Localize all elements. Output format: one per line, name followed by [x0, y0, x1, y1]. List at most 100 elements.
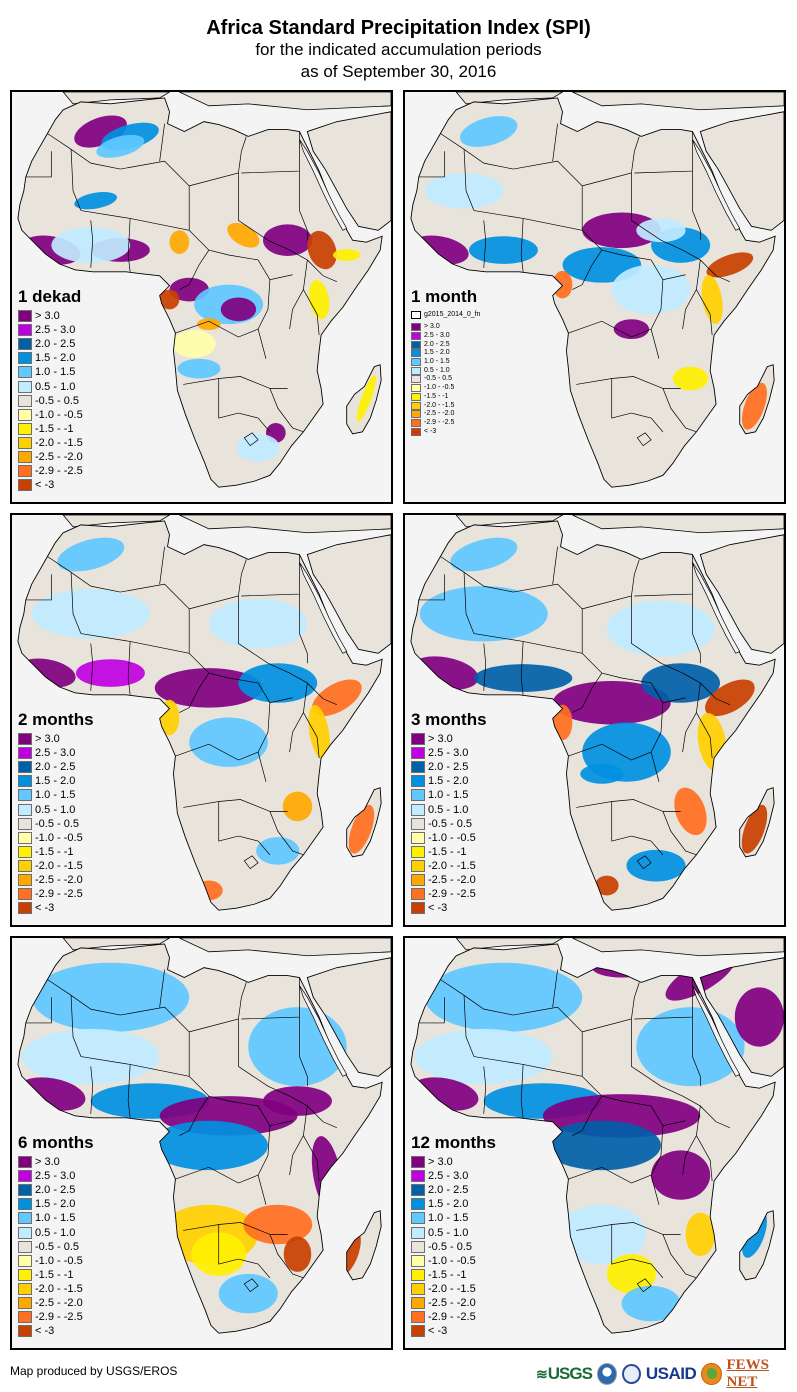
country-border [440, 556, 514, 593]
legend-item: 0.5 - 1.0 [18, 802, 94, 816]
spi-region [218, 1273, 278, 1314]
legend-swatch [18, 1170, 32, 1183]
legend-item: 1.0 - 1.5 [18, 788, 94, 802]
madagascar-coastline [346, 1210, 382, 1281]
legend-item: -0.5 - 0.5 [18, 1240, 94, 1254]
legend-item: 2.0 - 2.5 [411, 760, 487, 774]
legend-item: < -3 [18, 1324, 94, 1338]
legend-label: -0.5 - 0.5 [35, 394, 80, 407]
legend-swatch [18, 1268, 32, 1281]
legend-item: < -3 [411, 1324, 496, 1338]
spi-region [651, 1150, 711, 1200]
country-border [183, 378, 239, 419]
spi-region [580, 763, 624, 784]
country-border [25, 574, 52, 601]
spi-region [263, 224, 313, 256]
spi-region [582, 212, 661, 249]
legend-label: 1.5 - 2.0 [35, 1198, 76, 1211]
country-border [513, 160, 583, 231]
country-border [682, 672, 730, 706]
legend-item: -2.0 - -1.5 [411, 1282, 496, 1296]
legend-item: 2.5 - 3.0 [18, 323, 83, 337]
legend-label: -1.5 - -1 [35, 845, 74, 858]
legend-swatch [411, 831, 425, 844]
legend-label: -2.9 - -2.5 [424, 418, 455, 426]
legend: 12 months > 3.0 2.5 - 3.0 2.0 - 2.5 1.5 - 2.… [411, 1134, 496, 1338]
africa-map [17, 938, 391, 1334]
country-border [552, 969, 558, 1008]
country-border [692, 594, 701, 664]
spi-region [741, 804, 768, 854]
legend-swatch [18, 1226, 32, 1239]
legend-label: < -3 [35, 1325, 55, 1338]
africa-map [17, 515, 391, 911]
legend-swatch [411, 349, 421, 358]
legend-item: -0.5 - 0.5 [18, 394, 83, 408]
legend-label: 1.5 - 2.0 [428, 775, 469, 788]
legend-swatch [18, 902, 32, 915]
country-border [269, 1234, 304, 1279]
africa-map [410, 92, 784, 488]
legend-label: -2.0 - -1.5 [35, 1282, 83, 1295]
legend-swatch [18, 761, 32, 774]
legend-swatch [18, 1156, 32, 1169]
country-border [520, 218, 524, 272]
legend-label: 2.5 - 3.0 [428, 1170, 469, 1183]
spi-region [641, 663, 721, 703]
country-border [269, 811, 304, 856]
legend-label: -0.5 - 0.5 [428, 817, 473, 830]
spi-region [621, 1285, 681, 1322]
legend-item: -0.5 - 0.5 [411, 817, 487, 831]
legend-item: 1.5 - 2.0 [411, 1197, 496, 1211]
legend-label: 0.5 - 1.0 [35, 380, 76, 393]
legend-swatch [411, 392, 421, 401]
country-border [241, 977, 300, 1020]
europe-landmass [62, 515, 391, 534]
spi-region [419, 586, 548, 642]
africa-map [17, 92, 391, 488]
spi-region [282, 791, 313, 822]
legend-swatch [411, 1282, 425, 1295]
country-border [463, 995, 475, 1057]
spi-region [706, 252, 754, 278]
legend-label: 2.0 - 2.5 [424, 340, 450, 348]
legend-item: > 3.0 [18, 1155, 94, 1169]
legend-label: -2.9 - -2.5 [35, 888, 83, 901]
legend-item: 0.5 - 1.0 [18, 1225, 94, 1239]
spi-region [473, 664, 573, 692]
country-border [243, 1278, 259, 1293]
legend-swatch [18, 789, 32, 802]
country-border [582, 136, 640, 187]
country-border [440, 979, 514, 1016]
legend-item: -1.0 - -0.5 [411, 1254, 496, 1268]
legend-swatch [18, 366, 32, 379]
legend-swatch [18, 310, 32, 323]
map-date: as of September 30, 2016 [300, 62, 497, 81]
country-border [175, 1166, 259, 1184]
legend-swatch [18, 733, 32, 746]
fews-net-logo: FEWS NET [726, 1357, 770, 1390]
spi-region [468, 236, 538, 264]
legend-label: -0.5 - 0.5 [424, 375, 453, 383]
legend-item: > 3.0 [411, 323, 480, 332]
legend-item: 1.0 - 1.5 [18, 365, 83, 379]
country-border [568, 1166, 652, 1184]
country-border [179, 672, 210, 713]
country-border [303, 1105, 320, 1182]
country-border [179, 249, 210, 290]
legend-swatch [411, 358, 421, 367]
spi-region [75, 659, 145, 687]
usaid-seal-icon [622, 1364, 641, 1384]
country-border [696, 259, 713, 336]
legend-item: 1.5 - 2.0 [411, 774, 487, 788]
red-sea [299, 985, 348, 1077]
legend-item: -2.0 - -1.5 [18, 436, 83, 450]
legend-item: -1.5 - -1 [18, 845, 94, 859]
country-border [90, 643, 94, 691]
country-border [289, 672, 337, 706]
arabia-coastline [699, 957, 784, 1077]
legend-label: 0.5 - 1.0 [428, 1226, 469, 1239]
legend-label: -1.5 - -1 [35, 422, 74, 435]
legend-swatch [411, 1296, 425, 1309]
legend-item: -2.5 - -2.0 [18, 450, 83, 464]
